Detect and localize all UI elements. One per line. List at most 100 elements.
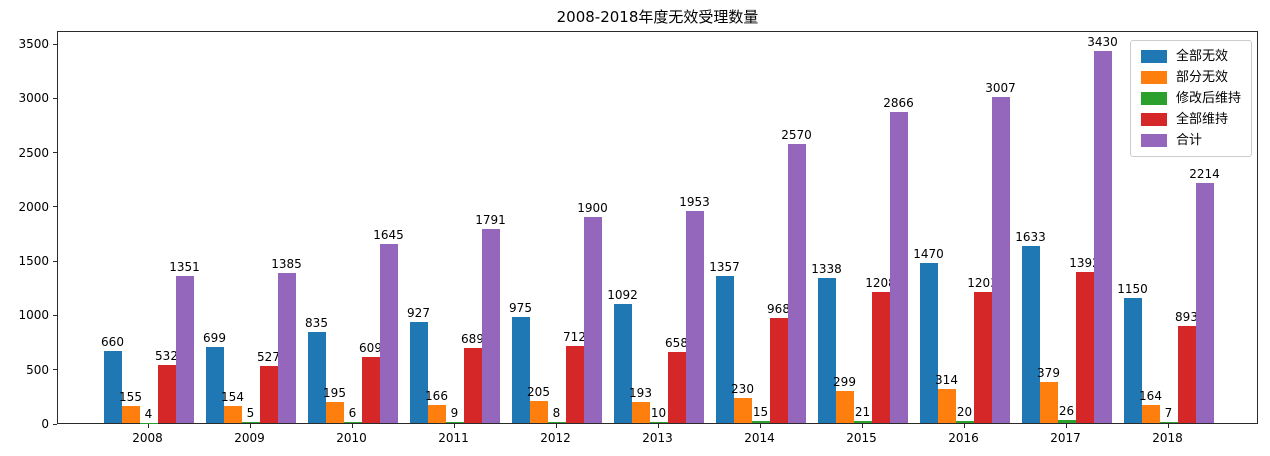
bar-wrap: 166 [425,32,448,423]
x-tick-mark [351,424,353,428]
bar-value-label: 10 [650,405,667,420]
bar-全部无效-2012 [511,317,530,423]
bar-value-label: 21 [854,404,871,419]
bar-value-label: 166 [425,388,448,403]
y-tick-label: 2000 [18,199,49,214]
bar-wrap: 712 [563,32,586,423]
bar-修改后维持-2009 [241,422,260,423]
bar-value-label: 893 [1175,310,1198,325]
x-tick-label: 2018 [1152,431,1183,445]
legend-item-部分无效: 部分无效 [1140,69,1241,86]
bar-修改后维持-2011 [445,422,464,423]
bar-wrap: 164 [1139,32,1162,423]
y-tick-label: 1000 [18,308,49,323]
bar-部分无效-2009 [223,406,242,423]
bar-value-label: 3430 [1087,34,1118,49]
bar-value-label: 1953 [679,194,710,209]
bar-value-label: 1470 [913,247,944,262]
bar-value-label: 155 [119,390,142,405]
bar-合计-2015 [889,111,908,423]
bar-group-2011: 927 166 9 689 1791 [407,32,506,423]
bar-wrap: 609 [359,32,382,423]
bar-value-label: 195 [323,385,346,400]
x-tick-mark [963,424,965,428]
bar-value-label: 7 [1164,406,1173,421]
y-tick-mark [53,260,57,262]
bar-value-label: 205 [527,384,550,399]
bar-部分无效-2010 [325,401,344,423]
legend-label: 部分无效 [1175,70,1228,85]
bar-wrap: 532 [155,32,178,423]
bar-value-label: 20 [956,404,973,419]
x-tick-label: 2013 [642,431,673,445]
bar-部分无效-2016 [937,388,956,423]
bar-value-label: 1633 [1015,229,1046,244]
x-tick-label: 2017 [1050,431,1081,445]
plot-area: 全部无效 部分无效 修改后维持 全部维持 合计 660 155 4 532 1351 699 154… [57,31,1258,424]
legend-item-合计: 合计 [1140,132,1241,149]
x-tick-mark [657,424,659,428]
bar-wrap: 975 [509,32,532,423]
bar-wrap: 1953 [679,32,710,423]
bar-value-label: 1203 [967,276,998,291]
bar-合计-2008 [175,276,194,423]
bar-value-label: 527 [257,349,280,364]
bar-修改后维持-2015 [853,420,872,423]
bar-全部维持-2014 [769,317,788,423]
bar-wrap: 230 [731,32,754,423]
bar-wrap: 527 [257,32,280,423]
bar-全部无效-2018 [1123,298,1142,423]
bar-value-label: 4 [144,406,153,421]
y-tick-label: 0 [41,417,49,431]
bar-wrap: 21 [853,32,872,423]
x-tick-mark [1065,424,1067,428]
bar-value-label: 8 [552,406,561,421]
x-tick-label: 2010 [336,431,367,445]
bar-wrap: 195 [323,32,346,423]
bar-全部无效-2008 [103,351,122,423]
bar-wrap: 1385 [271,32,302,423]
bar-全部无效-2014 [715,275,734,423]
bar-value-label: 1392 [1069,255,1100,270]
bar-value-label: 154 [221,390,244,405]
bar-合计-2014 [787,144,806,423]
bar-合计-2016 [991,96,1010,423]
x-tick-mark [147,424,149,428]
bar-wrap: 1791 [475,32,506,423]
bar-wrap: 10 [649,32,668,423]
legend-swatch [1140,113,1167,126]
bar-wrap: 205 [527,32,550,423]
bar-部分无效-2014 [733,398,752,423]
bar-wrap: 8 [547,32,566,423]
legend-label: 全部维持 [1175,112,1228,127]
bar-value-label: 658 [665,335,688,350]
bar-value-label: 660 [101,335,124,350]
bar-group-2018: 1150 164 7 893 2214 [1117,32,1220,423]
x-tick-label: 2008 [132,431,163,445]
y-tick-label: 3000 [18,91,49,106]
bar-wrap: 1338 [811,32,842,423]
bar-group-2016: 1470 314 20 1203 3007 [913,32,1016,423]
x-tick-mark [1167,424,1169,428]
x-tick-label: 2014 [744,431,775,445]
bar-group-2008: 660 155 4 532 1351 [101,32,200,423]
chart-title: 2008-2018年度无效受理数量 [556,8,759,26]
bar-value-label: 699 [203,331,226,346]
y-tick-label: 3500 [18,37,49,52]
bar-修改后维持-2017 [1057,420,1076,423]
bar-全部维持-2017 [1075,271,1094,423]
bar-value-label: 1357 [709,259,740,274]
bar-value-label: 299 [833,374,856,389]
x-tick-label: 2015 [846,431,877,445]
bar-全部维持-2013 [667,351,686,423]
x-tick-label: 2016 [948,431,979,445]
bar-group-2014: 1357 230 15 968 2570 [709,32,812,423]
bar-wrap: 9 [445,32,464,423]
bar-wrap: 835 [305,32,328,423]
bar-value-label: 230 [731,382,754,397]
bar-wrap: 6 [343,32,362,423]
bar-value-label: 689 [461,332,484,347]
legend-swatch [1140,71,1167,84]
bar-全部无效-2016 [919,263,938,423]
